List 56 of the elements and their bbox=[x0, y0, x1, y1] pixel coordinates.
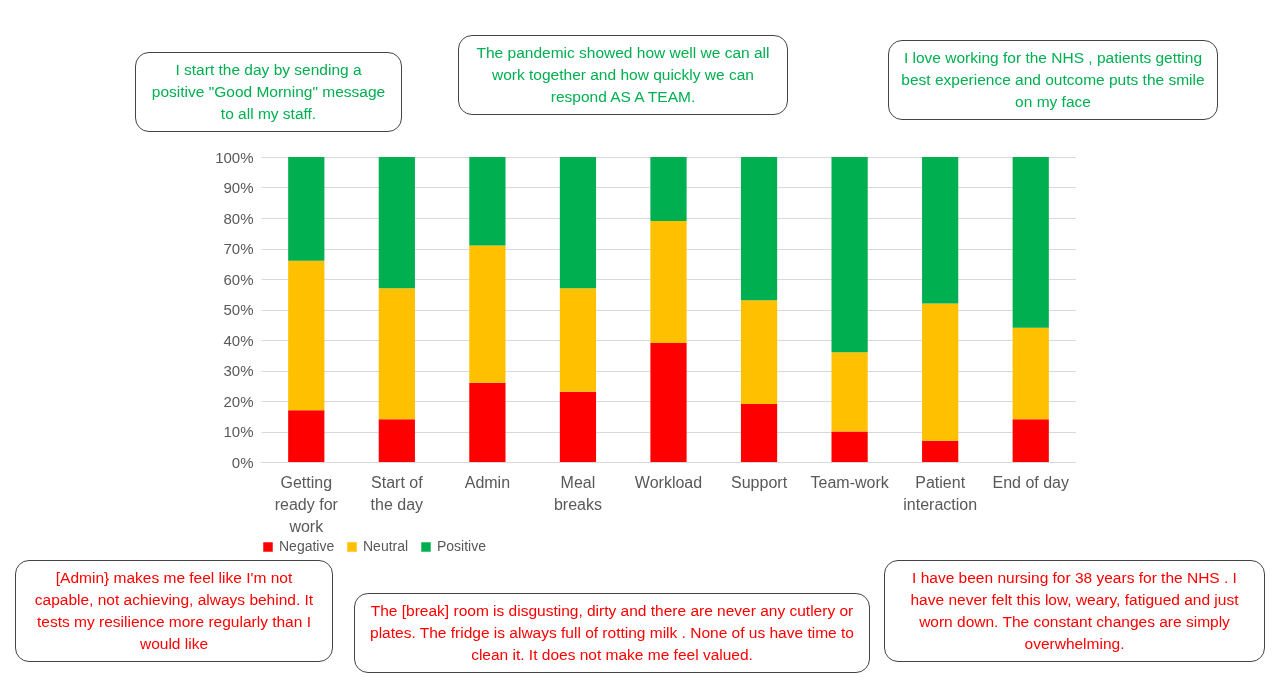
x-tick-label: Workload bbox=[634, 473, 703, 491]
x-tick-label: End of day bbox=[992, 473, 1069, 491]
y-tick-label: 60% bbox=[223, 270, 254, 288]
x-tick-label: Patient interaction bbox=[903, 473, 978, 513]
legend-label: Positive bbox=[437, 538, 487, 554]
y-tick-label: 100% bbox=[215, 148, 254, 166]
bar bbox=[378, 157, 415, 289]
bar bbox=[831, 157, 868, 353]
y-tick-label: 10% bbox=[223, 423, 254, 440]
bar bbox=[922, 440, 959, 462]
bar bbox=[831, 431, 868, 462]
bar bbox=[469, 157, 506, 246]
y-tick-label: 30% bbox=[223, 362, 254, 379]
legend-label: Negative bbox=[279, 538, 335, 554]
bar bbox=[559, 391, 597, 462]
bar bbox=[650, 343, 687, 462]
bar bbox=[740, 300, 778, 405]
bar bbox=[922, 157, 959, 304]
bar bbox=[650, 221, 687, 344]
x-tick-label: Admin bbox=[464, 473, 511, 491]
x-tick-label: Meal breaks bbox=[553, 473, 602, 513]
y-tick-label: 70% bbox=[223, 240, 254, 257]
text: The [break] room is disgusting, dirty and there are never any cutlery or plates. The fridge is always full of rotting milk . None of us have time to clean it. It does not make me feel valued. bbox=[354, 593, 870, 673]
bar bbox=[559, 288, 597, 392]
bar bbox=[559, 157, 597, 289]
text: [Admin} makes me feel like I'm not capable, not achieving, always behind. It tests my resilience more regularly than I would like bbox=[15, 560, 333, 662]
bar bbox=[469, 245, 506, 383]
bar bbox=[288, 260, 325, 411]
bar bbox=[922, 303, 959, 441]
x-tick-label: Support bbox=[731, 473, 788, 491]
text: I start the day by sending a positive "Good Morning" message to all my staff. bbox=[135, 52, 402, 132]
bar bbox=[378, 419, 415, 462]
bar bbox=[740, 157, 778, 301]
bar bbox=[1012, 327, 1049, 420]
y-tick-label: 0% bbox=[231, 453, 254, 471]
text: I have been nursing for 38 years for the NHS . I have never felt this low, weary, fatigued and just worn down. The constant changes are simply overwhelming. bbox=[884, 560, 1265, 662]
bar bbox=[469, 382, 506, 462]
x-tick-label: Start of the day bbox=[370, 473, 424, 513]
text: I love working for the NHS , patients getting best experience and outcome puts the smile on my face bbox=[888, 40, 1218, 120]
y-tick-label: 20% bbox=[223, 392, 254, 410]
y-tick-label: 40% bbox=[223, 331, 254, 349]
y-tick-label: 50% bbox=[223, 301, 254, 318]
bar bbox=[831, 352, 868, 432]
legend-label: Neutral bbox=[363, 538, 409, 554]
bar bbox=[288, 410, 325, 462]
bar bbox=[1012, 157, 1049, 328]
bar bbox=[740, 404, 778, 462]
y-tick-label: 80% bbox=[223, 209, 254, 227]
bar bbox=[288, 157, 325, 261]
x-tick-label: Getting ready for work bbox=[274, 473, 339, 535]
bar bbox=[650, 157, 687, 222]
y-tick-label: 90% bbox=[223, 179, 254, 196]
x-tick-label: Team-work bbox=[810, 473, 890, 491]
text: The pandemic showed how well we can all work together and how quickly we can respond AS A TEAM. bbox=[458, 35, 788, 115]
bar bbox=[1012, 419, 1049, 462]
bar bbox=[378, 288, 415, 420]
